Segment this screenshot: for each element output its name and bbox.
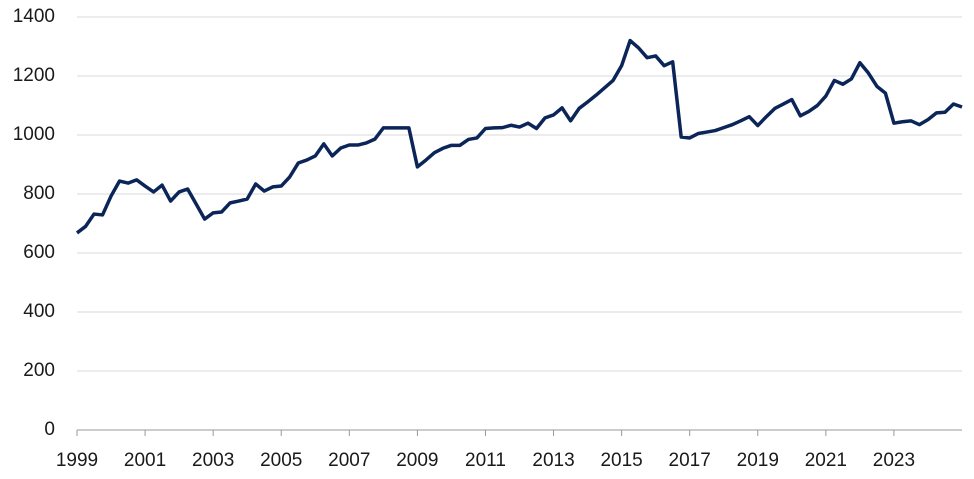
y-tick-label: 1200 bbox=[13, 65, 55, 86]
y-tick-label: 600 bbox=[23, 242, 55, 263]
x-tick-label: 2013 bbox=[532, 450, 574, 471]
y-tick-label: 1000 bbox=[13, 124, 55, 145]
y-tick-label: 0 bbox=[44, 419, 55, 440]
x-tick-label: 2023 bbox=[873, 450, 915, 471]
x-tick-label: 2001 bbox=[124, 450, 166, 471]
x-tick-label: 2009 bbox=[396, 450, 438, 471]
x-tick-label: 2003 bbox=[192, 450, 234, 471]
x-tick-label: 2011 bbox=[465, 450, 506, 471]
y-tick-label: 1400 bbox=[13, 6, 55, 27]
y-tick-label: 200 bbox=[23, 360, 55, 381]
x-tick-label: 2021 bbox=[805, 450, 847, 471]
x-tick-label: 2007 bbox=[328, 450, 370, 471]
y-tick-label: 400 bbox=[23, 301, 55, 322]
x-tick-label: 2015 bbox=[600, 450, 642, 471]
x-tick-label: 2005 bbox=[260, 450, 302, 471]
x-tick-label: 2017 bbox=[669, 450, 711, 471]
x-tick-label: 2019 bbox=[737, 450, 779, 471]
x-tick-label: 1999 bbox=[56, 450, 98, 471]
y-tick-label: 800 bbox=[23, 183, 55, 204]
series-line bbox=[75, 38, 963, 235]
